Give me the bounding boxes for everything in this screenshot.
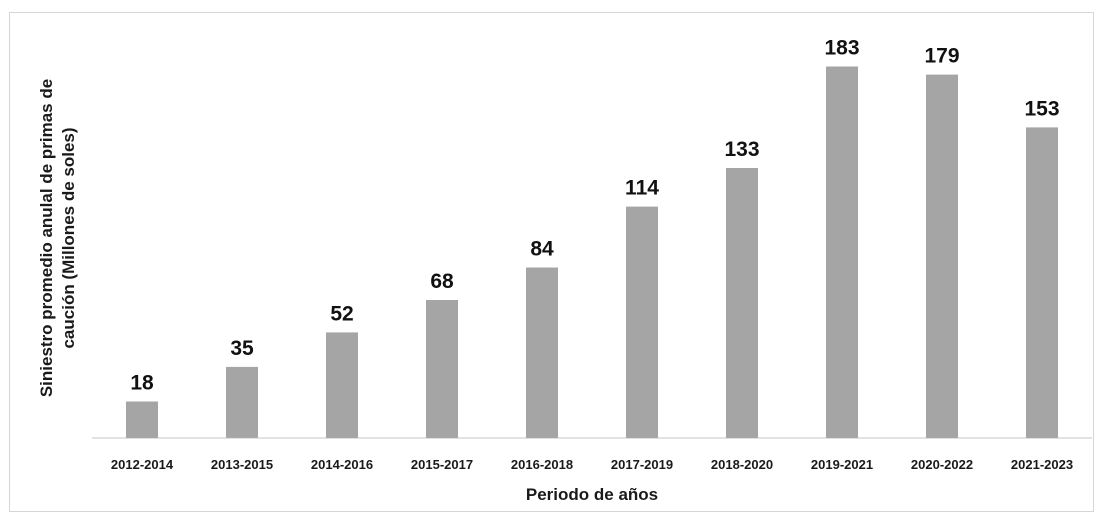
- bar-2014-2016: [326, 332, 358, 438]
- x-tick-label-2020-2022: 2020-2022: [911, 457, 973, 472]
- bar-2020-2022: [926, 74, 958, 438]
- x-tick-label-2015-2017: 2015-2017: [411, 457, 473, 472]
- bar-2019-2021: [826, 66, 858, 438]
- bar-2013-2015: [226, 366, 258, 438]
- value-label-2013-2015: 35: [230, 337, 254, 360]
- bar-2018-2020: [726, 168, 758, 438]
- bar-2017-2019: [626, 206, 658, 438]
- value-label-2018-2020: 133: [724, 138, 759, 161]
- value-label-2019-2021: 183: [824, 37, 859, 60]
- x-tick-label-2017-2019: 2017-2019: [611, 457, 673, 472]
- value-labels-group: 18 35 52 68 84 114 133 183 179 153: [130, 37, 1059, 395]
- bar-2016-2018: [526, 267, 558, 438]
- bar-2021-2023: [1026, 127, 1058, 439]
- y-axis-title-line-2: caución (Millones de soles): [59, 127, 78, 348]
- bar-2015-2017: [426, 300, 458, 438]
- value-label-2021-2023: 153: [1024, 97, 1059, 120]
- value-label-2020-2022: 179: [924, 45, 959, 68]
- x-tick-label-2014-2016: 2014-2016: [311, 457, 373, 472]
- bar-2012-2014: [126, 401, 158, 438]
- value-label-2015-2017: 68: [430, 270, 454, 293]
- bars-group: [126, 66, 1058, 439]
- x-tick-labels-group: 2012-2014 2013-2015 2014-2016 2015-2017 2016…: [111, 457, 1073, 472]
- x-tick-label-2021-2023: 2021-2023: [1011, 457, 1073, 472]
- value-label-2014-2016: 52: [330, 302, 353, 325]
- x-tick-label-2019-2021: 2019-2021: [811, 457, 873, 472]
- value-label-2012-2014: 18: [130, 372, 154, 395]
- value-label-2017-2019: 114: [625, 177, 659, 200]
- value-label-2016-2018: 84: [530, 238, 554, 261]
- x-tick-label-2018-2020: 2018-2020: [711, 457, 773, 472]
- y-axis-title-line-1: Siniestro promedio anulal de primas de: [37, 79, 56, 397]
- y-axis-title: Siniestro promedio anulal de primas de c…: [37, 79, 78, 397]
- x-tick-label-2012-2014: 2012-2014: [111, 457, 174, 472]
- x-tick-label-2013-2015: 2013-2015: [211, 457, 273, 472]
- x-tick-label-2016-2018: 2016-2018: [511, 457, 573, 472]
- x-axis-title: Periodo de años: [526, 485, 658, 504]
